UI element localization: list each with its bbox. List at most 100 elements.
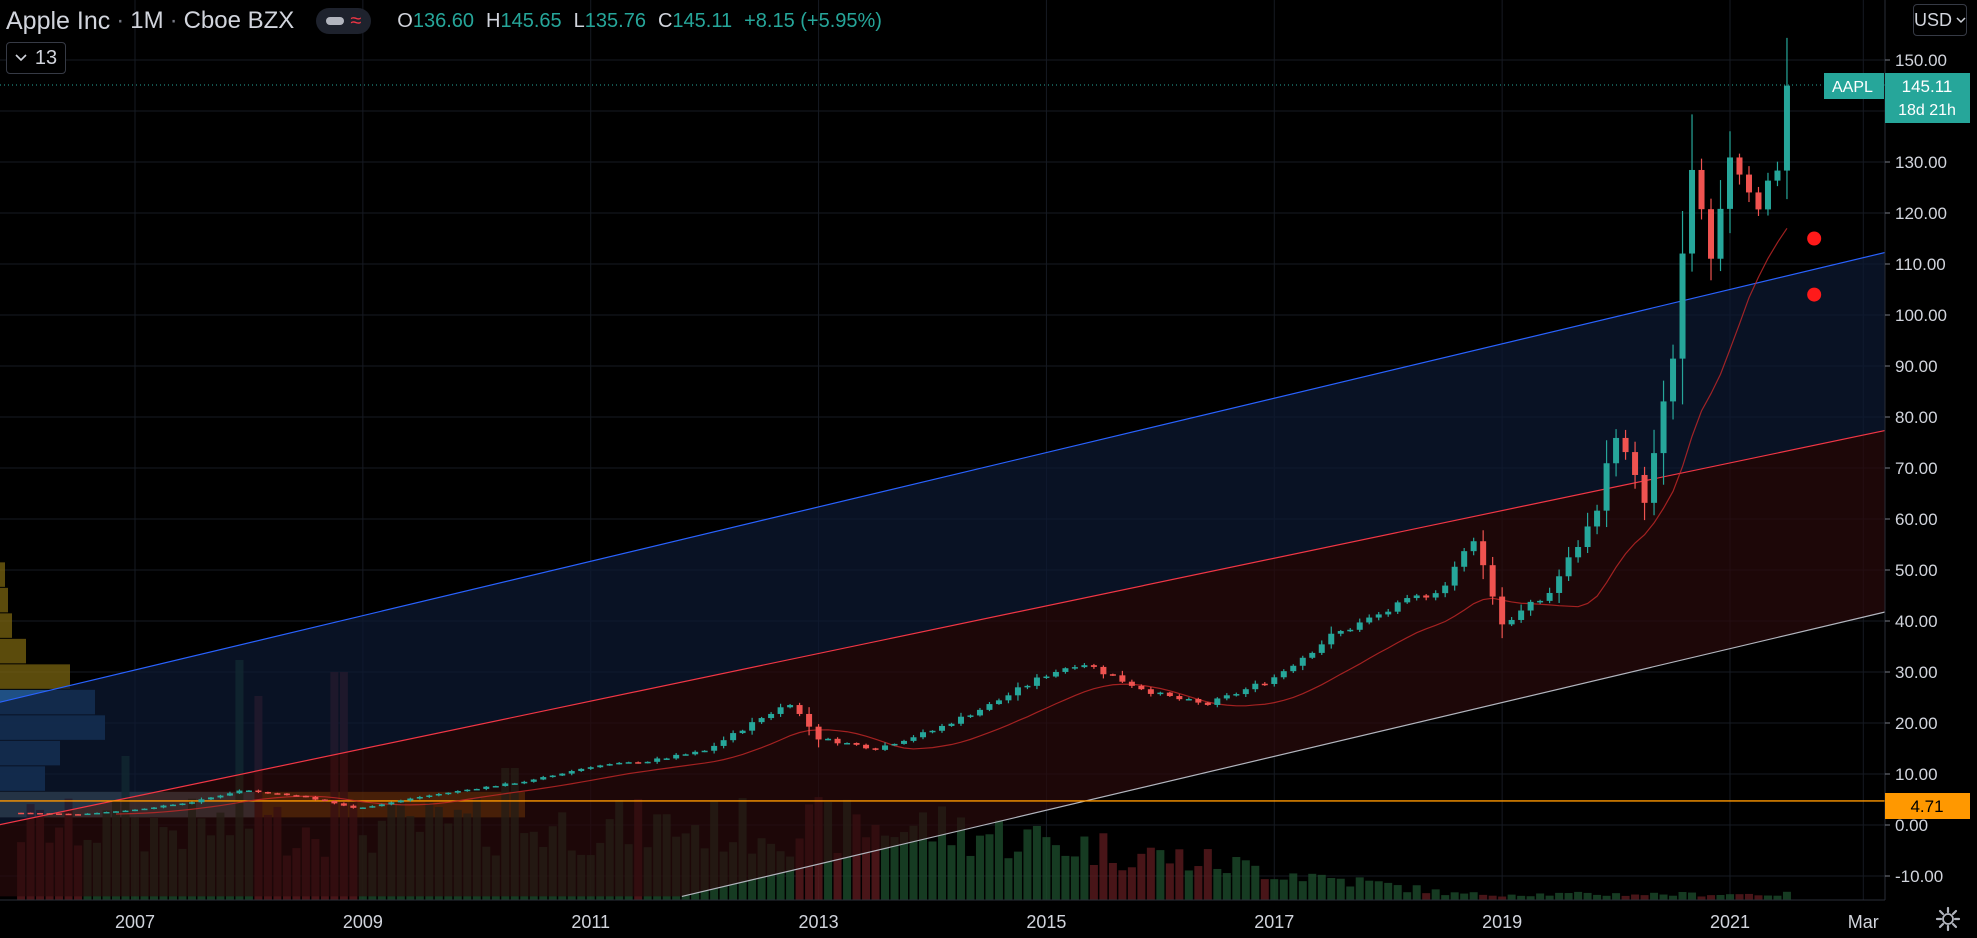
volume-bar [1194, 866, 1203, 900]
candle-body [1518, 610, 1525, 620]
candle-body [1252, 683, 1259, 690]
candle-body [359, 807, 366, 809]
candle-body [1404, 598, 1411, 603]
volume-bar [776, 851, 785, 900]
price-tick-label: 90.00 [1895, 357, 1938, 376]
candle-body [321, 799, 328, 802]
time-tick-label: 2021 [1710, 912, 1750, 932]
candle-body [1423, 595, 1430, 598]
candle-body [141, 808, 148, 811]
price-tick-label: 70.00 [1895, 459, 1938, 478]
candle-body [283, 793, 290, 796]
volume-bar [890, 837, 899, 900]
volume-bar [1061, 855, 1070, 900]
channel-lines [0, 227, 1902, 897]
candle-body [207, 797, 214, 800]
time-tick-label: 2019 [1482, 912, 1522, 932]
series-controls[interactable]: ≈ [316, 8, 372, 34]
candle-body [340, 803, 347, 806]
candle-body [426, 795, 433, 798]
candle-body [663, 758, 670, 760]
time-tick-label: Mar [1848, 912, 1879, 932]
lower-channel-fill [0, 427, 1901, 897]
volume-bar [1412, 885, 1421, 900]
wave-icon[interactable]: ≈ [350, 10, 362, 32]
candle-body [673, 754, 680, 759]
volume-bar [1156, 850, 1165, 900]
volume-bar [1298, 881, 1307, 900]
candle-body [1394, 602, 1401, 612]
volume-bar [1384, 882, 1393, 900]
indicators-collapse-button[interactable]: 13 [6, 42, 66, 74]
bar-countdown: 18d 21h [1898, 102, 1956, 119]
volume-bar [1441, 895, 1450, 900]
volume-bar [1688, 892, 1697, 900]
volume-bar [1422, 893, 1431, 900]
candle-body [1119, 675, 1126, 682]
candle-body [1090, 665, 1097, 667]
candle-body [891, 743, 898, 746]
candle-body [1565, 557, 1572, 577]
candle-body [369, 806, 376, 808]
gear-icon[interactable] [1935, 906, 1961, 932]
volume-bar [1754, 895, 1763, 900]
price-tick-label: 50.00 [1895, 561, 1938, 580]
candle-body [815, 726, 822, 740]
channel-fills [0, 248, 1901, 897]
candle-body [1442, 585, 1449, 594]
volume-profile-bar [0, 638, 26, 664]
candle-body [530, 779, 537, 782]
candle-body [416, 796, 423, 799]
symbol-name[interactable]: Apple Inc [6, 6, 111, 35]
candle-body [948, 723, 955, 726]
candle-body [407, 798, 414, 801]
marker-point [1807, 231, 1822, 246]
volume-bar [1108, 862, 1117, 900]
candle-body [65, 813, 72, 816]
toggle-icon[interactable] [326, 17, 345, 25]
volume-bar [1004, 858, 1013, 900]
price-tags: AAPL 145.11 18d 21h 4.71 [1824, 73, 1970, 819]
time-tick-label: 2009 [343, 912, 383, 932]
candle-body [1783, 85, 1790, 171]
candle-body [1470, 541, 1477, 552]
candle-body [75, 814, 82, 816]
interval-label[interactable]: 1M [130, 7, 164, 34]
volume-bar [1716, 895, 1725, 900]
candle-body [236, 790, 243, 794]
volume-bar [1545, 895, 1554, 900]
candle-body [1660, 401, 1667, 454]
candle-body [1708, 209, 1715, 259]
separator-dot: · [116, 7, 125, 34]
candle-body [768, 713, 775, 719]
candle-body [198, 799, 205, 803]
candle-body [1366, 617, 1373, 623]
volume-bar [1763, 895, 1772, 900]
volume-profile-bar [0, 587, 8, 613]
candle-body [226, 793, 233, 796]
candle-body [578, 768, 585, 772]
candle-body [1261, 683, 1268, 686]
volume-bar [1127, 867, 1136, 900]
candle-body [483, 786, 490, 789]
currency-selector[interactable]: USD [1913, 4, 1967, 36]
candle-body [644, 761, 651, 764]
volume-bar [1744, 893, 1753, 900]
aapl-price-value: 145.11 [1902, 77, 1953, 96]
candle-body [1594, 510, 1601, 527]
volume-bar [1488, 895, 1497, 900]
candle-body [1774, 170, 1781, 181]
close-value: 145.11 [672, 9, 733, 32]
time-axis-bg [0, 900, 1885, 938]
chevron-down-icon [15, 54, 27, 62]
candle-body [179, 803, 186, 806]
volume-bar [1365, 880, 1374, 900]
candle-body [94, 812, 101, 815]
time-axis: 2007 2009 2011 2013 2015 2017 2019 2021 Mar [0, 899, 1885, 938]
candle-body [711, 745, 718, 751]
candle-body [18, 812, 25, 815]
candle-body [1508, 619, 1515, 625]
volume-bar [1336, 878, 1345, 900]
candle-body [1670, 358, 1677, 402]
